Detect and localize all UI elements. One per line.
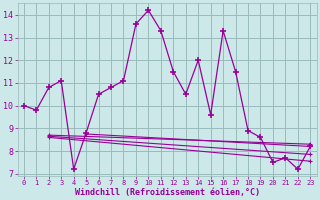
X-axis label: Windchill (Refroidissement éolien,°C): Windchill (Refroidissement éolien,°C) (75, 188, 260, 197)
